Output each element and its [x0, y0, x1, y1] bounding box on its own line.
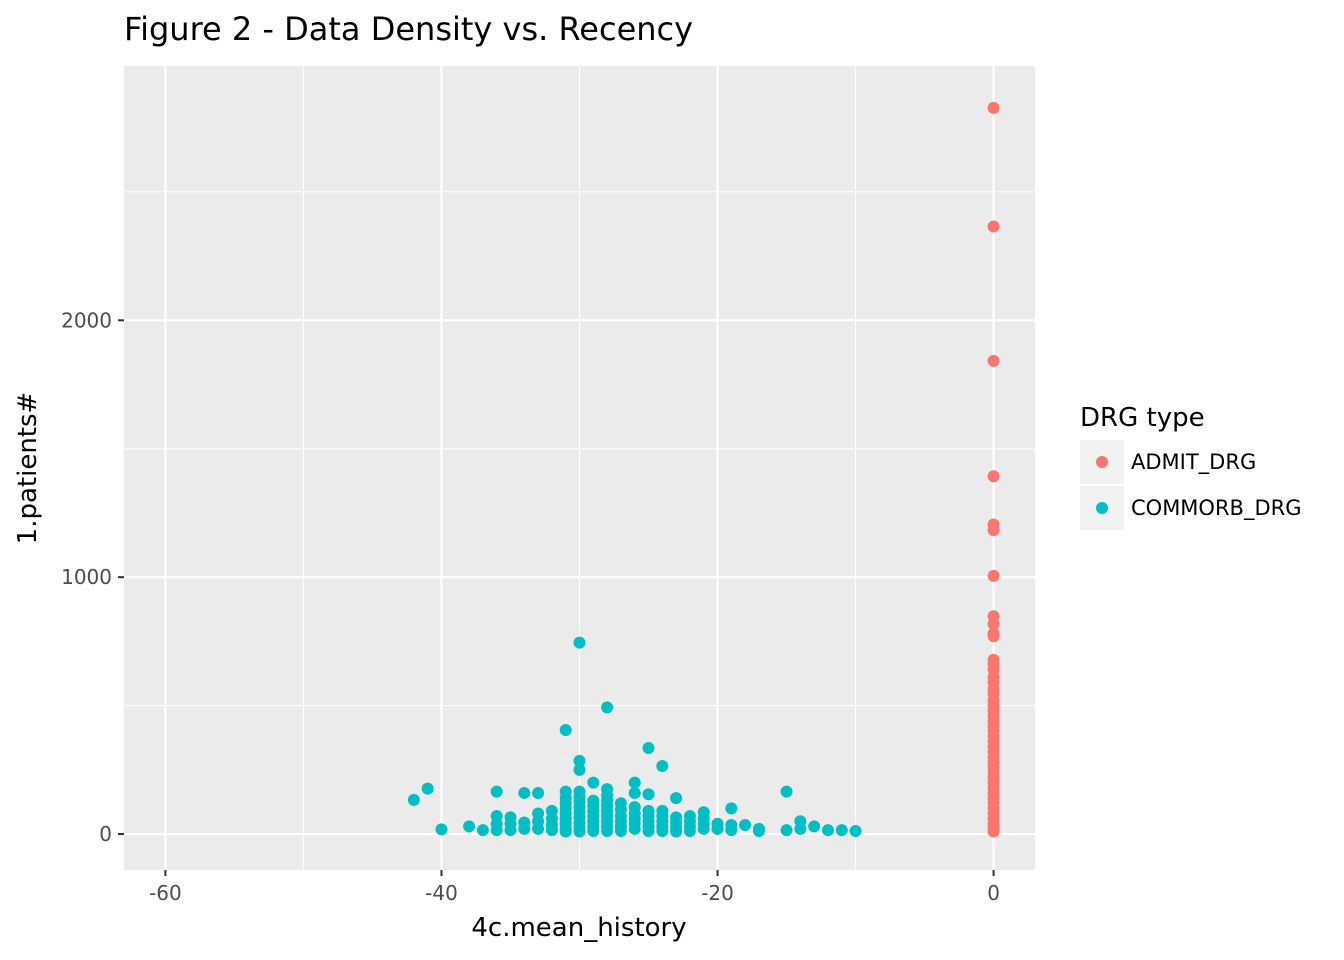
data-point [587, 824, 600, 837]
data-point [559, 724, 572, 737]
y-axis-title: 1.patients# [13, 392, 43, 545]
data-point [780, 824, 793, 837]
data-point [697, 822, 710, 835]
data-point [821, 824, 834, 837]
data-point [628, 776, 641, 789]
data-point [628, 786, 641, 799]
minor-gridlines [124, 66, 1035, 870]
x-axis-title: 4c.mean_history [471, 913, 686, 943]
data-point [987, 630, 1000, 643]
data-point [407, 793, 420, 806]
data-point [490, 824, 503, 837]
data-point [573, 636, 586, 649]
y-tick-label: 1000 [61, 565, 112, 589]
data-point [987, 618, 1000, 631]
data-point [656, 759, 669, 772]
data-point [683, 824, 696, 837]
data-point [421, 782, 434, 795]
data-point [987, 101, 1000, 114]
data-point [628, 822, 641, 835]
data-point [780, 785, 793, 798]
data-point [587, 776, 600, 789]
data-point [670, 792, 683, 805]
y-tick-label: 2000 [61, 308, 112, 332]
data-point [518, 786, 531, 799]
data-point [518, 822, 531, 835]
data-point [532, 822, 545, 835]
data-point [642, 824, 655, 837]
legend-key-commorb-drg [1096, 502, 1108, 514]
data-points [407, 101, 1000, 838]
data-point [835, 824, 848, 837]
data-point [614, 824, 627, 837]
data-point [532, 786, 545, 799]
legend: DRG type ADMIT_DRG COMMORB_DRG [1080, 403, 1302, 530]
data-point [642, 788, 655, 801]
legend-key-admit-drg [1096, 456, 1108, 468]
data-point [656, 824, 669, 837]
series-admit-drg [987, 101, 1000, 838]
data-point [601, 701, 614, 714]
data-point [504, 824, 517, 837]
data-point [545, 824, 558, 837]
series-commorb-drg [407, 636, 862, 838]
data-point [987, 354, 1000, 367]
data-point [435, 823, 448, 836]
data-point [752, 824, 765, 837]
x-tick-label: -40 [425, 881, 458, 905]
legend-label: ADMIT_DRG [1131, 450, 1256, 475]
data-point [849, 824, 862, 837]
data-point [573, 825, 586, 838]
data-point [725, 802, 738, 815]
data-point [987, 569, 1000, 582]
data-point [490, 785, 503, 798]
data-point [573, 763, 586, 776]
data-point [987, 470, 1000, 483]
data-point [711, 822, 724, 835]
y-axis: 0 1000 2000 [61, 308, 124, 846]
data-point [463, 820, 476, 833]
data-point [573, 754, 586, 767]
legend-title: DRG type [1080, 403, 1205, 433]
data-point [559, 825, 572, 838]
chart-title: Figure 2 - Data Density vs. Recency [124, 10, 693, 48]
data-point [725, 824, 738, 837]
y-tick-label: 0 [99, 822, 112, 846]
x-tick-label: -60 [149, 881, 182, 905]
data-point [670, 825, 683, 838]
x-axis: -60 -40 -20 0 [149, 870, 1000, 905]
data-point [476, 824, 489, 837]
data-point [808, 820, 821, 833]
data-point [987, 825, 1000, 838]
data-point [794, 822, 807, 835]
data-point [987, 220, 1000, 233]
data-point [739, 819, 752, 832]
x-tick-label: 0 [987, 881, 1000, 905]
data-point [987, 524, 1000, 537]
data-point [642, 741, 655, 754]
x-tick-label: -20 [701, 881, 734, 905]
data-point [601, 824, 614, 837]
legend-label: COMMORB_DRG [1131, 496, 1302, 521]
